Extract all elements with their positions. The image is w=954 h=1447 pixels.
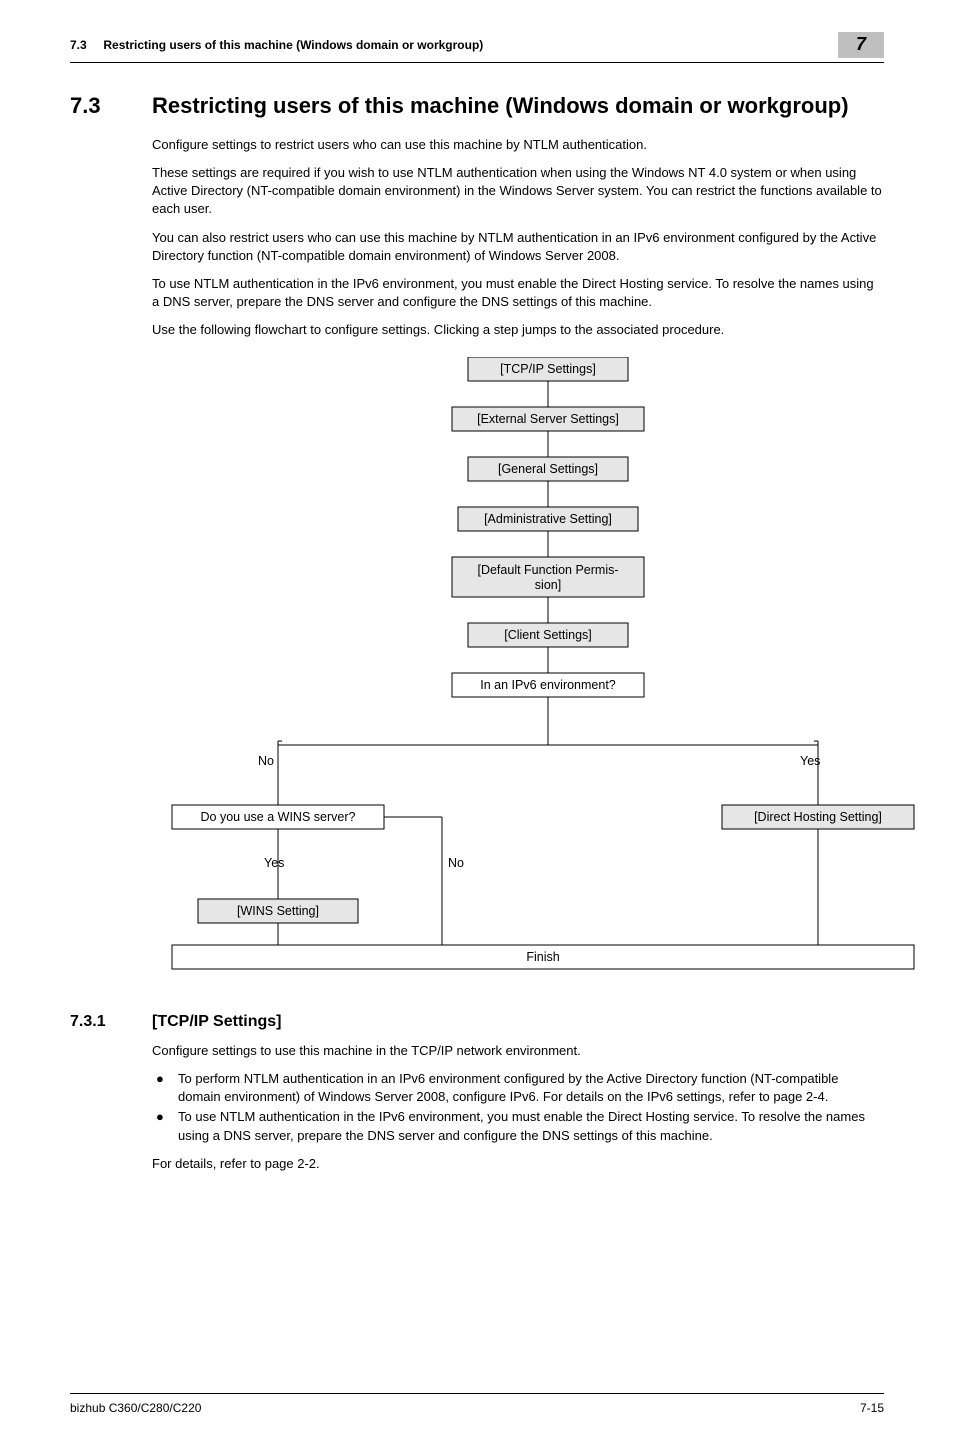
page-footer: bizhub C360/C280/C220 7-15 [70, 1393, 884, 1417]
bullet-text: To perform NTLM authentication in an IPv… [178, 1070, 884, 1106]
flow-label-no: No [258, 754, 274, 768]
bullet-icon: ● [152, 1108, 178, 1144]
flow-node-wins: [WINS Setting] [237, 904, 319, 918]
subsection-heading: 7.3.1 [TCP/IP Settings] [70, 1011, 884, 1033]
bullet-icon: ● [152, 1070, 178, 1106]
paragraph: Configure settings to use this machine i… [152, 1042, 884, 1060]
header-section-num: 7.3 [70, 38, 87, 52]
flow-node-winsq: Do you use a WINS server? [201, 810, 356, 824]
list-item: ● To perform NTLM authentication in an I… [152, 1070, 884, 1106]
subsection-title: [TCP/IP Settings] [152, 1011, 282, 1033]
svg-text:sion]: sion] [535, 578, 561, 592]
flow-node-tcpip: [TCP/IP Settings] [500, 362, 596, 376]
footer-model: bizhub C360/C280/C220 [70, 1400, 201, 1417]
paragraph: These settings are required if you wish … [152, 164, 884, 219]
header-breadcrumb: 7.3 Restricting users of this machine (W… [70, 37, 483, 54]
subsection-number: 7.3.1 [70, 1011, 152, 1033]
page-header: 7.3 Restricting users of this machine (W… [70, 32, 884, 63]
flow-node-finish: Finish [526, 950, 559, 964]
footer-page: 7-15 [860, 1400, 884, 1417]
bullet-text: To use NTLM authentication in the IPv6 e… [178, 1108, 884, 1144]
list-item: ● To use NTLM authentication in the IPv6… [152, 1108, 884, 1144]
svg-text:[Default Function Permis-: [Default Function Permis- [477, 563, 618, 577]
section-heading: 7.3 Restricting users of this machine (W… [70, 91, 884, 122]
bullet-list: ● To perform NTLM authentication in an I… [152, 1070, 884, 1145]
paragraph: Use the following flowchart to configure… [152, 321, 884, 339]
flow-node-general: [General Settings] [498, 462, 598, 476]
chapter-tab: 7 [838, 32, 884, 58]
section-number: 7.3 [70, 91, 152, 122]
flow-node-admin: [Administrative Setting] [484, 512, 612, 526]
paragraph: You can also restrict users who can use … [152, 229, 884, 265]
section-title: Restricting users of this machine (Windo… [152, 91, 849, 122]
flow-label-no2: No [448, 856, 464, 870]
paragraph: Configure settings to restrict users who… [152, 136, 884, 154]
flow-node-external: [External Server Settings] [477, 412, 619, 426]
flow-label-yes2: Yes [264, 856, 284, 870]
flow-label-yes: Yes [800, 754, 820, 768]
paragraph: To use NTLM authentication in the IPv6 e… [152, 275, 884, 311]
flow-node-direct: [Direct Hosting Setting] [754, 810, 882, 824]
paragraph: For details, refer to page 2-2. [152, 1155, 884, 1173]
flow-node-ipv6q: In an IPv6 environment? [480, 678, 616, 692]
flow-node-client: [Client Settings] [504, 628, 592, 642]
header-section-title: Restricting users of this machine (Windo… [103, 38, 483, 52]
flowchart: [TCP/IP Settings] [External Server Setti… [152, 349, 884, 985]
